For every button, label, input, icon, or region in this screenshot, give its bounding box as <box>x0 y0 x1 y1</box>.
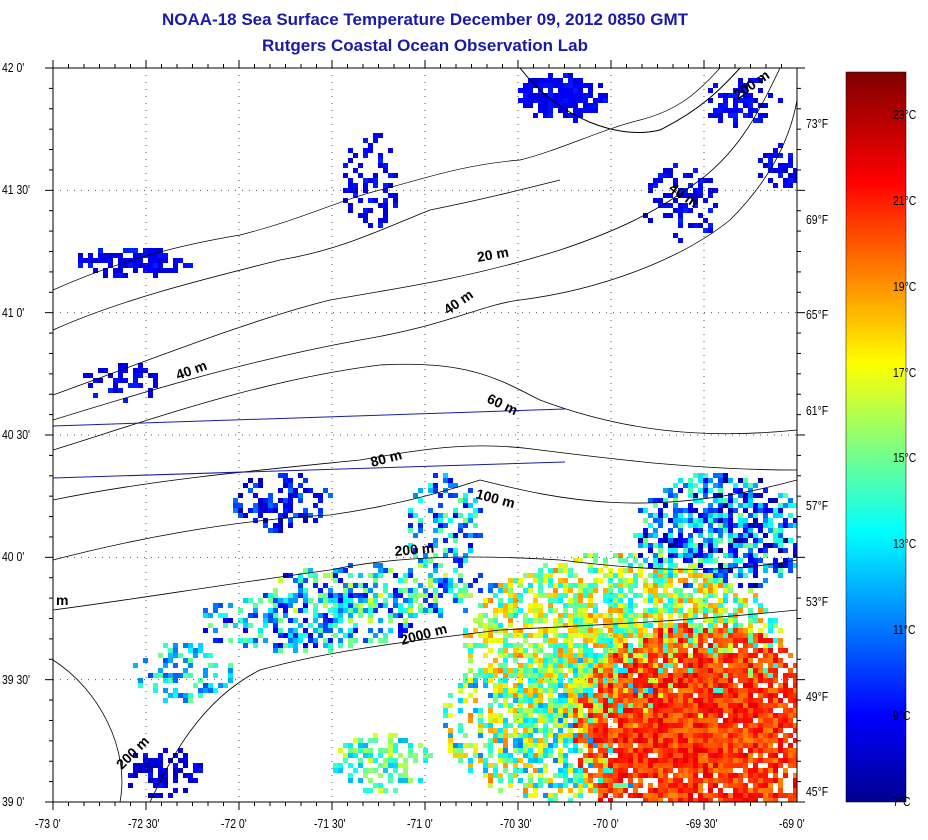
fahrenheit-label: 57°F <box>806 498 829 514</box>
fahrenheit-label: 45°F <box>806 784 829 800</box>
sst-pixels <box>78 73 797 802</box>
lat-label: 42 0' <box>2 60 25 75</box>
contour-label: 200 m <box>394 540 435 559</box>
lon-label: -70 30' <box>500 816 532 831</box>
lat-label: 40 0' <box>2 549 25 565</box>
contour-label: 80 m <box>369 446 404 470</box>
fahrenheit-label: 73°F <box>806 116 829 132</box>
lon-label: -71 0' <box>407 816 433 831</box>
contour-label: 100 m <box>474 485 516 511</box>
celsius-label: 23°C <box>893 106 917 122</box>
celsius-label: 13°C <box>893 536 917 552</box>
celsius-label: 7°C <box>893 794 911 809</box>
fahrenheit-label: 69°F <box>806 211 829 227</box>
fahrenheit-label: 53°F <box>806 593 829 609</box>
lat-label: 40 30' <box>2 427 31 442</box>
lon-label: -72 30' <box>128 816 160 831</box>
lat-label: 39 30' <box>2 671 31 687</box>
fahrenheit-label: 49°F <box>806 689 829 705</box>
bathymetry-contours <box>53 68 797 802</box>
lat-label: 41 30' <box>2 182 31 198</box>
celsius-label: 9°C <box>893 708 911 724</box>
colorbar <box>845 71 907 803</box>
celsius-label: 15°C <box>893 450 917 466</box>
contour-label: 60 m <box>485 390 521 418</box>
lon-label: -72 0' <box>221 816 247 831</box>
map-title: NOAA-18 Sea Surface Temperature December… <box>162 10 688 29</box>
celsius-label: 11°C <box>893 622 916 638</box>
lat-label: 41 0' <box>2 304 25 320</box>
fahrenheit-label: 61°F <box>806 402 829 418</box>
contour-label: m <box>56 592 68 608</box>
lon-label: -70 0' <box>593 816 619 831</box>
lon-label: -71 30' <box>314 816 346 831</box>
transect-lines <box>53 408 566 479</box>
fahrenheit-label: 65°F <box>806 307 829 323</box>
lon-label: -73 0' <box>35 816 61 831</box>
map-subtitle: Rutgers Coastal Ocean Observation Lab <box>262 36 588 55</box>
axis-ticks <box>45 60 805 810</box>
lon-label: -69 30' <box>686 816 718 831</box>
contour-label: 20 m <box>476 244 510 265</box>
celsius-label: 17°C <box>893 364 917 380</box>
lat-label: 39 0' <box>2 794 25 809</box>
lon-label: -69 0' <box>779 816 805 831</box>
celsius-label: 21°C <box>893 192 917 208</box>
celsius-label: 19°C <box>893 278 917 294</box>
